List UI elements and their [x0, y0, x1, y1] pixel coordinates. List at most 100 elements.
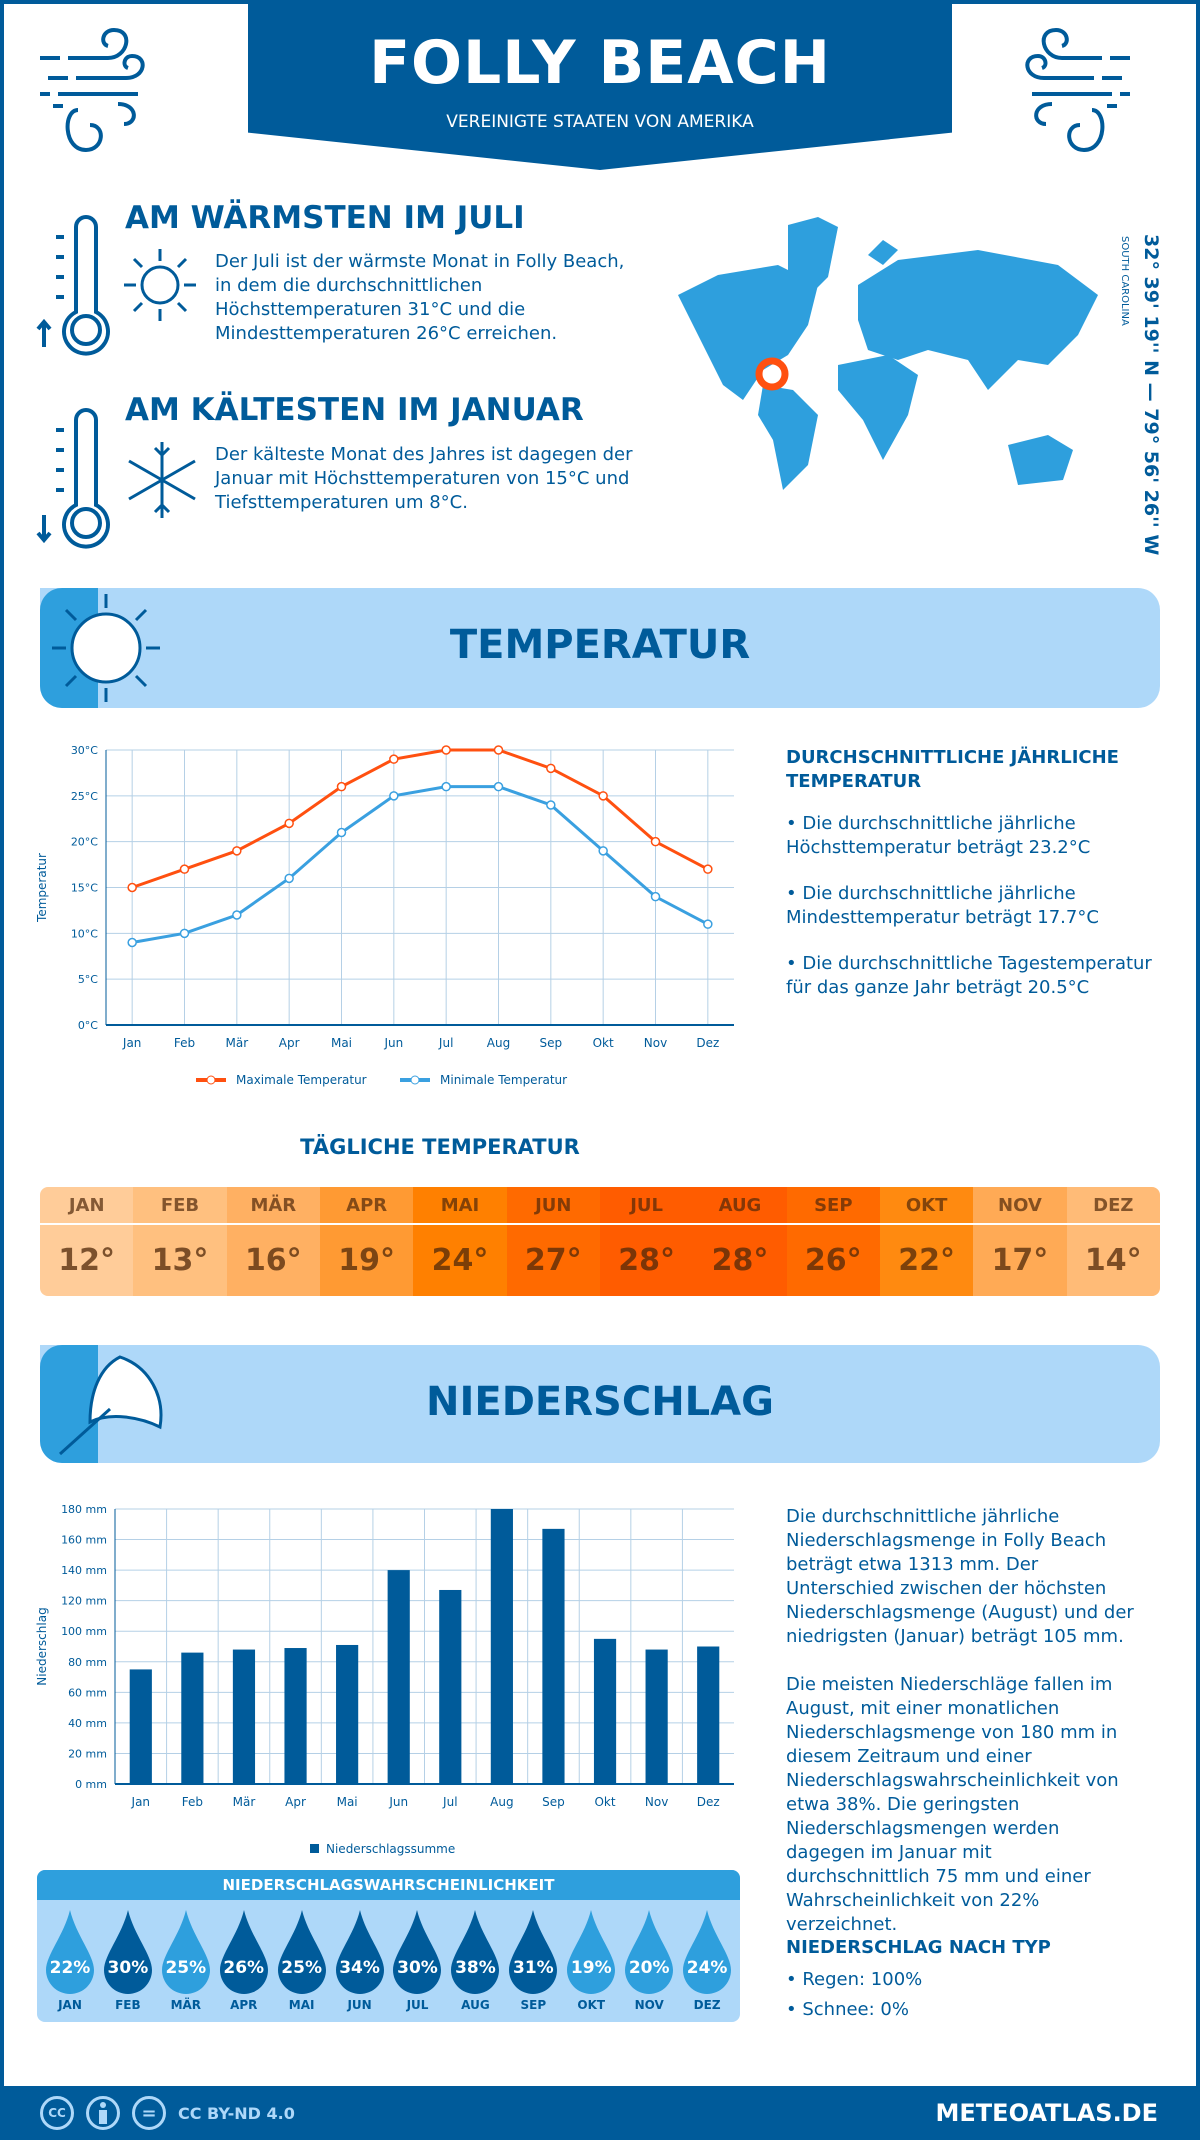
region-label: SOUTH CAROLINA [1119, 236, 1130, 326]
probability-value: 26% [223, 1958, 265, 1978]
bar [645, 1649, 668, 1784]
legend-marker [410, 1075, 420, 1085]
bar [336, 1644, 359, 1784]
probability-drop: 26% APR [215, 1906, 273, 2016]
daily-month: AUG [693, 1187, 787, 1225]
bar [439, 1589, 462, 1784]
data-point [284, 873, 294, 884]
coordinates: 32° 39' 19'' N — 79° 56' 26'' W [1140, 234, 1162, 556]
bar [181, 1652, 204, 1784]
x-tick-label: Dez [696, 1036, 719, 1050]
y-tick-label: 120 mm [61, 1595, 107, 1608]
probability-month: SEP [520, 1998, 547, 2012]
raindrop-icon [451, 1910, 500, 1994]
x-tick-label: Mai [337, 1795, 358, 1809]
y-axis-label: Niederschlag [35, 1607, 49, 1685]
probability-drop: 31% SEP [504, 1906, 562, 2016]
probability-drop: 30% FEB [99, 1906, 157, 2016]
data-point [441, 781, 451, 792]
precip-probability-title: NIEDERSCHLAGSWAHRSCHEINLICHKEIT [37, 1870, 740, 1900]
daily-value: 13° [151, 1243, 209, 1278]
precip-probability-panel: NIEDERSCHLAGSWAHRSCHEINLICHKEIT 22% JAN 30… [37, 1870, 740, 2022]
raindrop-icon [625, 1910, 674, 1994]
x-tick-label: Sep [540, 1036, 563, 1050]
wind-icon [40, 28, 145, 153]
daily-month: MAI [413, 1187, 507, 1225]
probability-drop: 19% OKT [562, 1906, 620, 2016]
country-subtitle: VEREINIGTE STAATEN VON AMERIKA [446, 112, 754, 132]
page-title: FOLLY BEACH [369, 28, 831, 98]
x-tick-label: Aug [487, 1036, 510, 1050]
y-tick-label: 80 mm [68, 1656, 107, 1669]
x-tick-label: Mai [331, 1036, 352, 1050]
precip-type-rain: • Regen: 100% [786, 1969, 923, 1990]
daily-month: FEB [133, 1187, 227, 1225]
location-marker [755, 357, 789, 391]
thermometer-up-icon [36, 215, 110, 356]
raindrop-icon [335, 1910, 384, 1994]
probability-value: 25% [281, 1958, 322, 1978]
precip-type-title: NIEDERSCHLAG NACH TYP [786, 1937, 1051, 1958]
daily-month: JUN [506, 1187, 600, 1225]
daily-value: 26° [804, 1243, 862, 1278]
y-tick-label: 30°C [71, 744, 98, 757]
precipitation-section-header: NIEDERSCHLAG [40, 1345, 1160, 1463]
data-point [650, 836, 661, 847]
y-tick-label: 100 mm [61, 1625, 107, 1638]
warmest-text: Der Juli ist der wärmste Monat in Folly … [215, 251, 625, 344]
raindrop-icon [277, 1910, 326, 1994]
daily-value: 16° [244, 1243, 302, 1278]
daily-temp-cell: AUG 28° [693, 1187, 787, 1296]
bar [284, 1648, 307, 1784]
y-tick-label: 15°C [71, 882, 98, 895]
x-tick-label: Okt [594, 1795, 615, 1809]
x-tick-label: Mär [226, 1036, 249, 1050]
x-tick-label: Jan [122, 1036, 142, 1050]
raindrop-icon [219, 1910, 268, 1994]
data-point [493, 781, 504, 792]
probability-drop: 34% JUN [331, 1906, 389, 2016]
x-tick-label: Mär [233, 1795, 256, 1809]
probability-drop: 25% MAI [273, 1906, 331, 2016]
legend-label: Niederschlagssumme [326, 1842, 455, 1856]
x-tick-label: Aug [490, 1795, 513, 1809]
data-point [598, 791, 608, 801]
x-tick-label: Feb [174, 1036, 195, 1050]
daily-value: 27° [524, 1243, 582, 1278]
data-point [389, 791, 399, 801]
daily-value: 19° [338, 1243, 396, 1278]
probability-value: 24% [686, 1958, 728, 1978]
daily-temp-cell: NOV 17° [973, 1187, 1067, 1296]
daily-temp-cell: JUL 28° [599, 1187, 694, 1296]
daily-month: OKT [879, 1187, 974, 1225]
data-point [179, 928, 190, 939]
y-tick-label: 20°C [71, 836, 98, 849]
daily-month: APR [319, 1187, 414, 1225]
y-tick-label: 0°C [78, 1019, 98, 1032]
data-point [179, 864, 190, 874]
data-point [232, 846, 242, 856]
probability-drop: 25% MÄR [157, 1906, 215, 2016]
daily-temp-cell: OKT 22° [879, 1187, 974, 1296]
probability-value: 34% [339, 1958, 380, 1978]
y-axis-label: Temperatur [35, 853, 49, 923]
probability-drop: 20% NOV [620, 1906, 678, 2016]
header-banner [248, 0, 952, 170]
x-tick-label: Jun [383, 1036, 403, 1050]
daily-temp-cell: DEZ 14° [1066, 1187, 1160, 1296]
brand-link[interactable]: METEOATLAS.DE [935, 2099, 1158, 2127]
probability-month: MÄR [170, 1998, 202, 2012]
probability-value: 30% [397, 1958, 438, 1978]
precipitation-title: NIEDERSCHLAG [426, 1379, 774, 1425]
probability-month: JUL [406, 1998, 429, 2012]
x-tick-label: Nov [645, 1795, 668, 1809]
annual-temp-min: • Die durchschnittliche jährliche Mindes… [786, 883, 1099, 928]
data-point [127, 882, 137, 893]
probability-value: 25% [165, 1958, 207, 1978]
y-tick-label: 180 mm [61, 1503, 107, 1516]
probability-month: FEB [115, 1998, 141, 2012]
daily-month: DEZ [1066, 1187, 1160, 1225]
data-point [127, 937, 137, 948]
x-tick-label: Jun [388, 1795, 408, 1809]
sun-icon [52, 594, 160, 702]
